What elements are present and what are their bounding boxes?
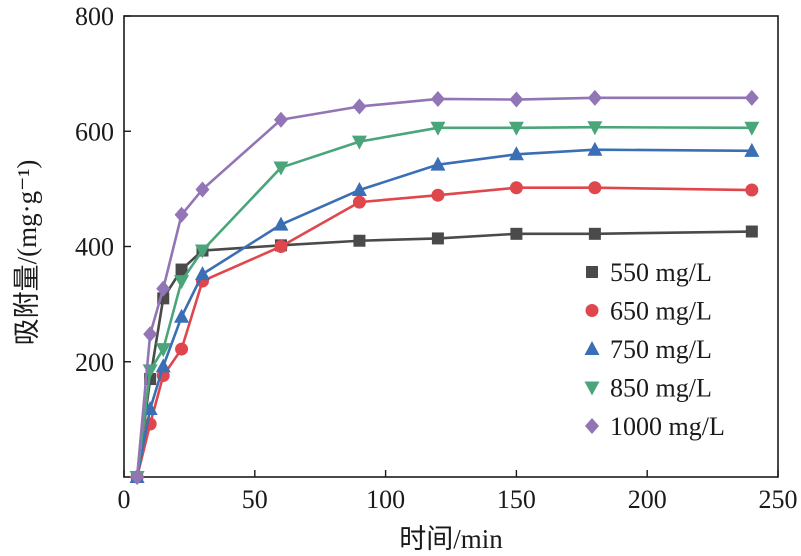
data-point <box>587 89 602 106</box>
data-point <box>431 232 444 245</box>
x-tick-label: 150 <box>497 485 536 514</box>
data-point <box>175 342 189 356</box>
data-point <box>353 234 366 247</box>
data-point <box>273 111 288 128</box>
data-point <box>430 156 446 171</box>
y-tick-label: 400 <box>75 233 114 262</box>
x-tick-label: 50 <box>242 485 268 514</box>
series-layer <box>129 89 760 485</box>
legend: 550 mg/L 650 mg/L 750 mg/L 850 mg/L 1000 mg/… <box>584 258 725 441</box>
series-3 <box>129 141 760 483</box>
axes: 0 50 100 150 200 250 200 400 600 800 <box>75 2 798 514</box>
series-5 <box>130 89 759 485</box>
y-tick-label: 800 <box>75 2 114 31</box>
legend-item: 850 mg/L <box>584 374 712 403</box>
data-point <box>155 358 171 373</box>
data-point <box>175 263 188 276</box>
y-tick-label: 200 <box>75 348 114 377</box>
legend-label: 650 mg/L <box>610 297 712 326</box>
data-point <box>744 142 760 157</box>
data-point <box>509 91 524 108</box>
data-point <box>430 121 446 136</box>
data-point <box>156 280 171 297</box>
y-axis-title: 吸附量/(mg·g⁻¹) <box>12 160 42 346</box>
data-point <box>744 121 760 136</box>
data-point <box>174 308 190 323</box>
data-point <box>508 121 524 136</box>
data-point <box>273 161 289 176</box>
legend-label: 1000 mg/L <box>610 412 725 441</box>
data-point <box>744 89 759 106</box>
legend-marker <box>586 266 598 278</box>
legend-item: 1000 mg/L <box>585 412 725 441</box>
x-axis-title: 时间/min <box>399 524 503 554</box>
legend-label: 850 mg/L <box>610 374 712 403</box>
data-point <box>509 181 523 195</box>
x-tick-label: 200 <box>628 485 667 514</box>
legend-item: 650 mg/L <box>585 297 712 326</box>
data-point <box>587 121 603 136</box>
legend-marker <box>584 381 600 396</box>
data-point <box>155 343 171 358</box>
y-tick-label: 600 <box>75 117 114 146</box>
legend-item: 550 mg/L <box>586 258 712 287</box>
data-point <box>352 195 366 209</box>
data-point <box>510 227 523 240</box>
data-point <box>195 181 210 198</box>
x-tick-label: 100 <box>366 485 405 514</box>
data-point <box>174 206 189 223</box>
data-point <box>351 135 367 150</box>
data-point <box>588 227 601 240</box>
data-point <box>431 188 445 202</box>
data-point <box>194 244 210 259</box>
data-point <box>143 326 158 343</box>
legend-marker <box>584 341 600 355</box>
data-point <box>274 240 288 253</box>
data-point <box>174 275 190 290</box>
legend-label: 750 mg/L <box>610 335 712 364</box>
data-point <box>351 182 367 197</box>
data-point <box>588 181 602 195</box>
data-point <box>430 90 445 107</box>
plot-frame <box>123 15 779 478</box>
data-point <box>508 146 524 161</box>
data-point <box>745 183 759 197</box>
data-point <box>587 141 603 156</box>
data-point <box>194 266 210 281</box>
x-tick-label: 250 <box>759 485 798 514</box>
data-point <box>745 225 758 238</box>
legend-item: 750 mg/L <box>584 335 712 364</box>
x-tick-label: 0 <box>118 485 131 514</box>
data-point <box>352 98 367 115</box>
data-point <box>130 469 145 485</box>
legend-marker <box>585 418 599 434</box>
legend-marker <box>585 304 599 317</box>
legend-label: 550 mg/L <box>610 258 712 287</box>
data-point <box>273 216 289 231</box>
